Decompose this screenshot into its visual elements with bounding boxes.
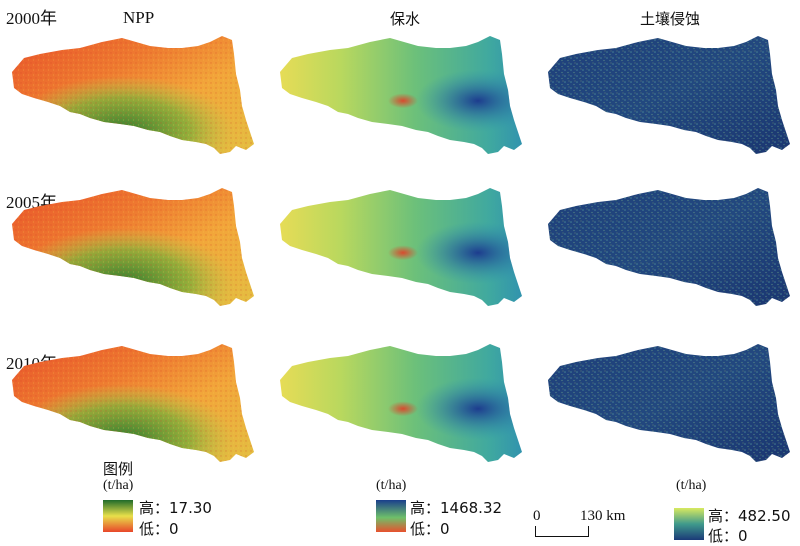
map-soil-erosion-2000 bbox=[548, 36, 790, 154]
legend-title: 图例 bbox=[103, 460, 134, 478]
npp-legend-low: 低：0 bbox=[139, 520, 179, 538]
map-water-retention-2005 bbox=[280, 188, 522, 306]
npp-legend-high: 高：17.30 bbox=[139, 499, 212, 517]
erosion-legend-low: 低：0 bbox=[708, 527, 748, 545]
map-water-retention-2010 bbox=[280, 344, 522, 462]
npp-legend-unit: (t/ha) bbox=[103, 478, 134, 493]
map-soil-erosion-2005 bbox=[548, 188, 790, 306]
scale-bar bbox=[535, 526, 589, 537]
column-header-npp: NPP bbox=[123, 8, 155, 27]
npp-color-ramp bbox=[103, 500, 133, 532]
water-legend-unit: (t/ha) bbox=[376, 478, 407, 493]
scale-distance-label: 130 km bbox=[580, 508, 626, 524]
map-soil-erosion-2010 bbox=[548, 344, 790, 462]
water-legend-low: 低：0 bbox=[410, 520, 450, 538]
erosion-legend-high: 高：482.50 bbox=[708, 507, 791, 525]
map-water-retention-2000 bbox=[280, 36, 522, 154]
erosion-color-ramp bbox=[674, 508, 704, 540]
column-header-water-retention: 保水 bbox=[390, 10, 421, 28]
map-npp-2000 bbox=[12, 36, 254, 154]
water-legend-high: 高：1468.32 bbox=[410, 499, 503, 517]
water-color-ramp bbox=[376, 500, 406, 532]
map-npp-2010 bbox=[12, 344, 254, 462]
row-label-2000: 2000年 bbox=[6, 9, 57, 28]
map-npp-2005 bbox=[12, 188, 254, 306]
scale-zero-label: 0 bbox=[533, 508, 541, 524]
column-header-soil-erosion: 土壤侵蚀 bbox=[640, 10, 701, 28]
erosion-legend-unit: (t/ha) bbox=[676, 478, 707, 493]
